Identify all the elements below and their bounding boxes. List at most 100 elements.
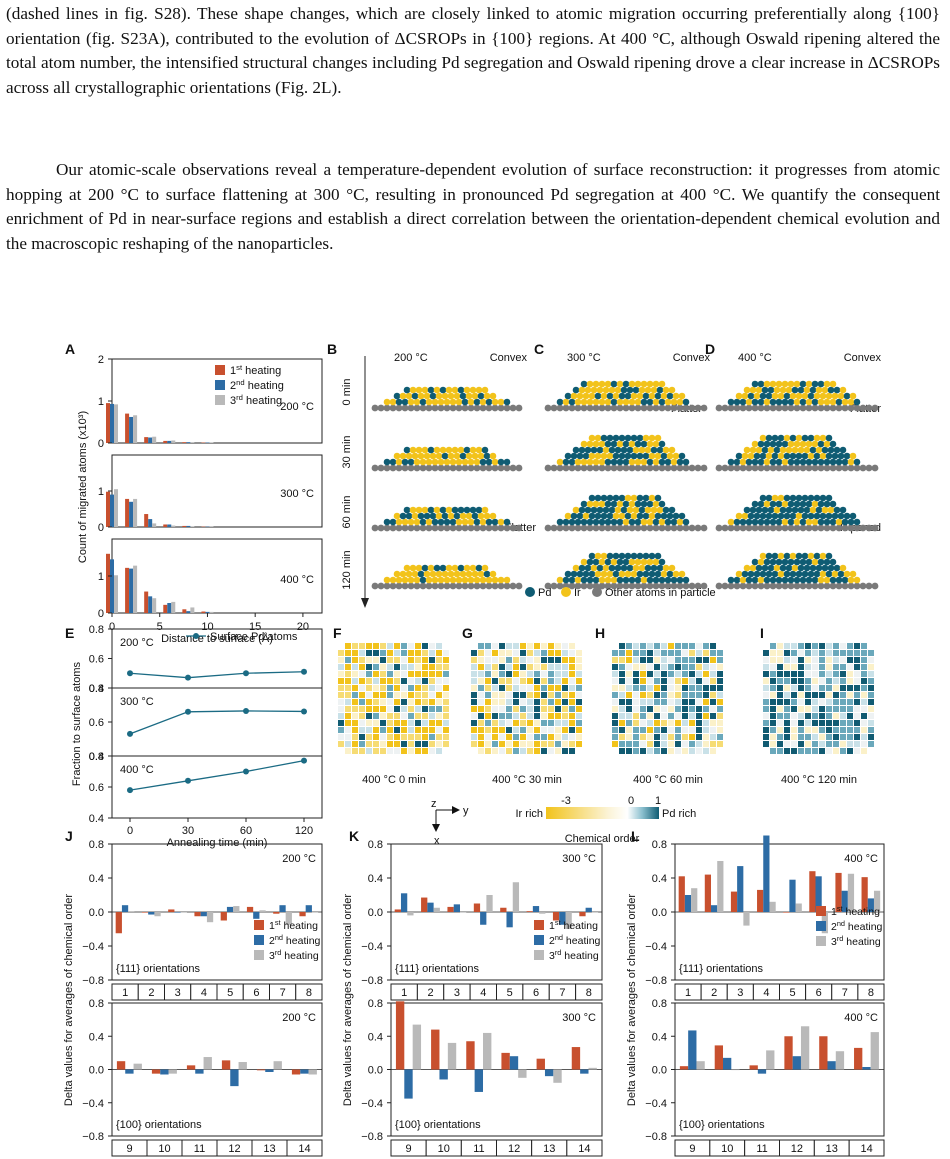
order-cell (798, 678, 804, 684)
atom-particle (421, 386, 429, 394)
bar (559, 912, 566, 925)
category-label: 4 (480, 987, 486, 999)
order-cell (415, 706, 421, 712)
atom-particle (660, 452, 668, 460)
atom-particle (413, 576, 421, 584)
colorbar (546, 807, 659, 819)
y-tick-label: −0.8 (82, 975, 104, 987)
atom-particle (823, 558, 831, 566)
atom-particle (787, 440, 795, 448)
category-label: 5 (790, 987, 796, 999)
colorbar-title: Chemical order (565, 833, 640, 845)
atom-particle (819, 512, 827, 520)
order-cell (626, 748, 632, 754)
order-cell (394, 720, 400, 726)
atom-particle (413, 518, 421, 526)
atom-particle (610, 558, 618, 566)
order-cell (534, 685, 540, 691)
order-cell (345, 741, 351, 747)
atom-particle (825, 494, 833, 502)
atom-particle (471, 452, 479, 460)
order-cell (492, 692, 498, 698)
atom-particle (592, 576, 600, 584)
order-cell (555, 664, 561, 670)
order-cell (513, 671, 519, 677)
subplot-temp-label: 200 °C (120, 637, 154, 649)
atom-particle (841, 458, 849, 466)
atom-particle (815, 446, 823, 454)
atom-other (757, 524, 765, 532)
order-cell (777, 741, 783, 747)
atom-particle (459, 392, 467, 400)
atom-particle (759, 392, 767, 400)
order-cell (478, 685, 484, 691)
atom-particle (600, 512, 608, 520)
order-cell (352, 671, 358, 677)
atom-other (497, 524, 505, 532)
legend-label: 2nd heating (269, 933, 321, 947)
order-cell (612, 692, 618, 698)
bar (473, 903, 481, 912)
order-cell (576, 713, 582, 719)
order-cell (840, 720, 846, 726)
order-cell (633, 692, 639, 698)
order-cell (436, 727, 442, 733)
atom-particle (411, 392, 419, 400)
atom-particle (781, 440, 789, 448)
atom-other (622, 404, 630, 412)
order-cell (696, 748, 702, 754)
atom-other (646, 582, 654, 590)
axis-x-label: x (434, 835, 440, 847)
atom-other (793, 464, 801, 472)
atom-particle (401, 518, 409, 526)
atom-other (491, 582, 499, 590)
order-cell (833, 678, 839, 684)
atom-other (485, 404, 493, 412)
order-cell (868, 741, 874, 747)
order-cell (345, 650, 351, 656)
x-tick-label: 0 (109, 621, 115, 633)
atom-particle (590, 564, 598, 572)
atom-particle (576, 512, 584, 520)
order-cell (798, 706, 804, 712)
order-cell (422, 664, 428, 670)
order-cell (633, 650, 639, 656)
order-cell (868, 678, 874, 684)
y-tick-label: 1 (98, 486, 104, 498)
order-cell (513, 727, 519, 733)
order-cell (689, 727, 695, 733)
order-cell (401, 650, 407, 656)
atom-particle (791, 564, 799, 572)
data-point (301, 708, 307, 715)
atom-particle (624, 494, 632, 502)
atom-particle (795, 452, 803, 460)
order-cell (436, 671, 442, 677)
atom-particle (654, 392, 662, 400)
order-cell (805, 678, 811, 684)
atom-other (787, 524, 795, 532)
order-cell (415, 678, 421, 684)
order-cell (527, 741, 533, 747)
atom-particle (618, 452, 626, 460)
atom-other (670, 464, 678, 472)
atom-particle (791, 506, 799, 514)
atom-particle (612, 392, 620, 400)
order-cell (626, 706, 632, 712)
atom-particle (447, 392, 455, 400)
order-cell (696, 734, 702, 740)
atom-other (383, 404, 391, 412)
bar (585, 907, 592, 912)
order-cell (770, 692, 776, 698)
atom-other (694, 404, 702, 412)
order-cell (710, 741, 716, 747)
order-cell (633, 664, 639, 670)
order-cell (513, 643, 519, 649)
order-cell (471, 657, 477, 663)
bar (678, 876, 685, 912)
atom-particle (823, 380, 831, 388)
atom-particle (793, 458, 801, 466)
atom-other (515, 524, 523, 532)
bar (259, 910, 266, 912)
map-caption: 400 °C 30 min (492, 774, 562, 786)
order-cell (443, 678, 449, 684)
